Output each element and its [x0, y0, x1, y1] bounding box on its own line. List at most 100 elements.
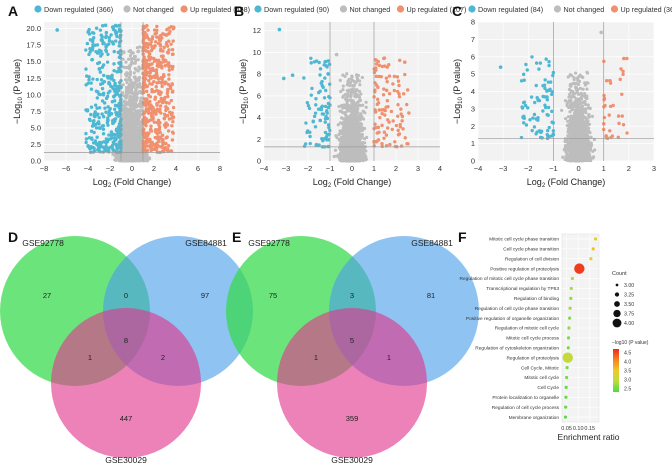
point [344, 120, 348, 125]
point-up [391, 119, 395, 123]
point-down [113, 103, 118, 108]
point-up [168, 86, 173, 91]
point-down [101, 41, 105, 46]
point-down [84, 131, 88, 136]
x-tick-label: −2 [304, 164, 313, 173]
point-down [114, 39, 118, 43]
point [132, 71, 136, 75]
point [124, 60, 128, 64]
point [340, 149, 344, 153]
point-down [117, 44, 121, 48]
point [122, 124, 126, 128]
point-up [379, 74, 384, 79]
point-up [143, 25, 147, 30]
point [346, 103, 350, 108]
point-up [385, 99, 390, 103]
point-down [323, 130, 328, 135]
point-down [96, 61, 100, 66]
point-up [152, 89, 157, 94]
point-down [314, 97, 318, 101]
point-up [148, 144, 152, 148]
point [115, 154, 119, 159]
point-down [115, 132, 120, 136]
point-down [313, 111, 318, 115]
point [129, 63, 133, 67]
point-up [147, 57, 152, 61]
point [355, 147, 359, 152]
point [125, 71, 129, 75]
point-up [399, 107, 403, 111]
point-up [395, 75, 400, 79]
legend-dot [468, 5, 476, 13]
point [354, 108, 358, 113]
point-down [318, 118, 322, 123]
point [133, 105, 137, 109]
y-tick-label: 12.5 [26, 74, 41, 83]
point-down [314, 59, 319, 63]
point-down [317, 143, 321, 147]
legend-dot [339, 5, 348, 13]
point [343, 135, 347, 139]
point-outlier [282, 76, 286, 81]
point-up [390, 127, 394, 132]
point-down [313, 125, 318, 129]
point [136, 126, 140, 131]
point [355, 88, 359, 92]
point [362, 137, 367, 141]
point-down [88, 50, 92, 54]
point-down [89, 81, 93, 85]
x-tick-label: −1 [549, 164, 558, 173]
point-up [144, 144, 149, 148]
point-up [154, 85, 158, 89]
point [124, 117, 128, 121]
point-down [323, 60, 327, 64]
point-down [112, 149, 117, 153]
point [345, 109, 349, 113]
point-outlier [90, 48, 95, 52]
point-up [152, 59, 157, 63]
x-tick-label: 1 [372, 164, 376, 173]
point-up [387, 120, 391, 124]
point-down [111, 121, 115, 126]
point [338, 78, 342, 82]
x-tick-label: −6 [62, 164, 71, 173]
point [358, 121, 362, 125]
point-up [141, 129, 146, 134]
point [111, 152, 115, 156]
point [124, 89, 128, 93]
x-tick-label: 4 [174, 164, 178, 173]
point-up [393, 140, 397, 144]
point [345, 89, 349, 93]
point-up [165, 107, 170, 111]
point-up [380, 144, 384, 149]
point [130, 158, 134, 163]
point-down [87, 75, 91, 79]
point-down [107, 109, 111, 113]
point [357, 99, 361, 103]
y-tick-label: 17.5 [26, 41, 41, 50]
point [364, 105, 368, 109]
point-up [165, 50, 170, 55]
point-up [166, 129, 171, 133]
point-up [144, 118, 149, 122]
panel-label: B [234, 3, 244, 19]
y-tick-label: 5.0 [31, 123, 41, 132]
y-tick-label: 10.0 [26, 90, 41, 99]
point [336, 123, 340, 127]
point [356, 153, 360, 158]
y-tick-label: 1 [471, 139, 475, 148]
point-up [167, 117, 172, 121]
point [350, 155, 355, 159]
point-down [111, 27, 116, 32]
y-axis-label: −Log10 (P value) [12, 59, 24, 124]
point [338, 121, 343, 125]
y-tick-label: 5 [471, 70, 475, 79]
point [345, 72, 349, 76]
point-down [305, 101, 310, 105]
point [578, 86, 582, 90]
point-down [91, 77, 95, 81]
point [128, 124, 132, 128]
point-down [101, 91, 106, 96]
point-outlier [103, 23, 108, 28]
point-down [109, 33, 113, 37]
